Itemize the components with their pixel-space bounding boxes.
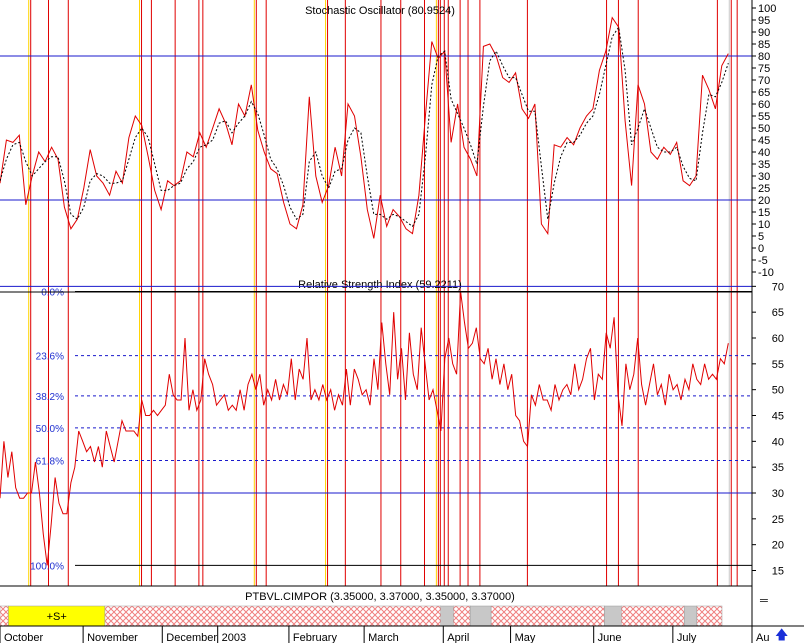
month-label: March xyxy=(368,632,399,643)
fibonacci-label: 50.0% xyxy=(36,424,64,435)
fibonacci-label: 23.6% xyxy=(36,352,64,363)
stochastic-y-tick-label: 50 xyxy=(758,123,770,135)
signal-segment xyxy=(621,605,685,627)
rsi-y-tick-label: 70 xyxy=(772,281,784,293)
rsi-y-tick-label: 40 xyxy=(772,436,784,448)
x-axis: October November December 2003 February March… xyxy=(0,626,769,643)
month-label: May xyxy=(515,632,536,643)
rsi-y-tick-label: 15 xyxy=(772,566,784,578)
rsi-y-tick-label: 25 xyxy=(772,514,784,526)
chart-frame xyxy=(0,0,804,627)
stochastic-panel: Stochastic Oscillator (80.9524) 10095908… xyxy=(0,3,776,279)
rsi-panel: Relative Strength Index (59.2211) 0.0% 23… xyxy=(0,279,784,578)
month-label: 2003 xyxy=(222,632,246,643)
stochastic-y-tick-label: 90 xyxy=(758,27,770,39)
signal-segment xyxy=(683,605,698,627)
stochastic-y-tick-label: 40 xyxy=(758,147,770,159)
rsi-y-tick-label: 30 xyxy=(772,488,784,500)
event-lines xyxy=(28,0,738,586)
stochastic-y-tick-label: 65 xyxy=(758,87,770,99)
month-label: April xyxy=(447,632,469,643)
stochastic-y-tick-label: 10 xyxy=(758,219,770,231)
signal-segment xyxy=(104,605,442,627)
fibonacci-label: 0.0% xyxy=(41,288,64,299)
rsi-y-tick-label: 35 xyxy=(772,462,784,474)
signal-segment xyxy=(0,605,9,627)
month-label: December xyxy=(166,632,217,643)
stochastic-y-tick-label: -5 xyxy=(758,255,768,267)
signal-strip: PTBVL.CIMPOR (3.35000, 3.37000, 3.35000,… xyxy=(0,591,768,627)
stochastic-y-tick-label: 25 xyxy=(758,183,770,195)
fibonacci-label: 100.0% xyxy=(30,561,64,572)
rsi-y-tick-label: 50 xyxy=(772,385,784,397)
stochastic-y-tick-label: 75 xyxy=(758,63,770,75)
signal-segment xyxy=(453,605,471,627)
signal-segment xyxy=(696,605,723,627)
month-label: October xyxy=(4,632,43,643)
stochastic-y-tick-label: -10 xyxy=(758,267,774,279)
rsi-y-tick-label: 65 xyxy=(772,307,784,319)
stochastic-y-tick-label: 15 xyxy=(758,207,770,219)
month-label: Au xyxy=(756,632,769,643)
signal-segment xyxy=(490,605,605,627)
stochastic-y-tick-label: 100 xyxy=(758,3,776,15)
strip-scale-icon: ═ xyxy=(759,595,768,607)
stochastic-y-tick-label: 35 xyxy=(758,159,770,171)
stochastic-y-tick-label: 70 xyxy=(758,75,770,87)
stochastic-y-tick-label: 20 xyxy=(758,195,770,207)
stochastic-y-tick-label: 45 xyxy=(758,135,770,147)
rsi-y-tick-label: 55 xyxy=(772,359,784,371)
rsi-line xyxy=(0,291,729,566)
signal-strip-title: PTBVL.CIMPOR (3.35000, 3.37000, 3.35000,… xyxy=(245,591,515,603)
stochastic-y-tick-label: 85 xyxy=(758,39,770,51)
rsi-title: Relative Strength Index (59.2211) xyxy=(298,279,462,291)
stochastic-k-line xyxy=(0,16,729,239)
stochastic-y-tick-label: 30 xyxy=(758,171,770,183)
stochastic-y-tick-label: 95 xyxy=(758,15,770,27)
month-label: November xyxy=(87,632,138,643)
month-label: February xyxy=(293,632,338,643)
signal-segment xyxy=(440,605,454,627)
stochastic-title: Stochastic Oscillator (80.9524) xyxy=(305,5,455,17)
month-label: June xyxy=(598,632,622,643)
stochastic-y-tick-label: 60 xyxy=(758,99,770,111)
rsi-y-tick-label: 20 xyxy=(772,540,784,552)
rsi-y-tick-label: 60 xyxy=(772,333,784,345)
signal-segment xyxy=(604,605,622,627)
stochastic-y-tick-label: 55 xyxy=(758,111,770,123)
stochastic-y-tick-label: 0 xyxy=(758,243,764,255)
stochastic-y-tick-label: 5 xyxy=(758,231,764,243)
stochastic-d-line xyxy=(0,25,729,228)
fibonacci-label: 61.8% xyxy=(36,456,64,467)
fibonacci-label: 38.2% xyxy=(36,392,64,403)
signal-segment xyxy=(469,605,492,627)
up-arrow-icon[interactable]: 🡅 xyxy=(775,627,789,642)
stochastic-y-tick-label: 80 xyxy=(758,51,770,63)
signal-label: +S+ xyxy=(47,611,67,623)
rsi-y-tick-label: 45 xyxy=(772,411,784,423)
month-label: July xyxy=(677,632,697,643)
